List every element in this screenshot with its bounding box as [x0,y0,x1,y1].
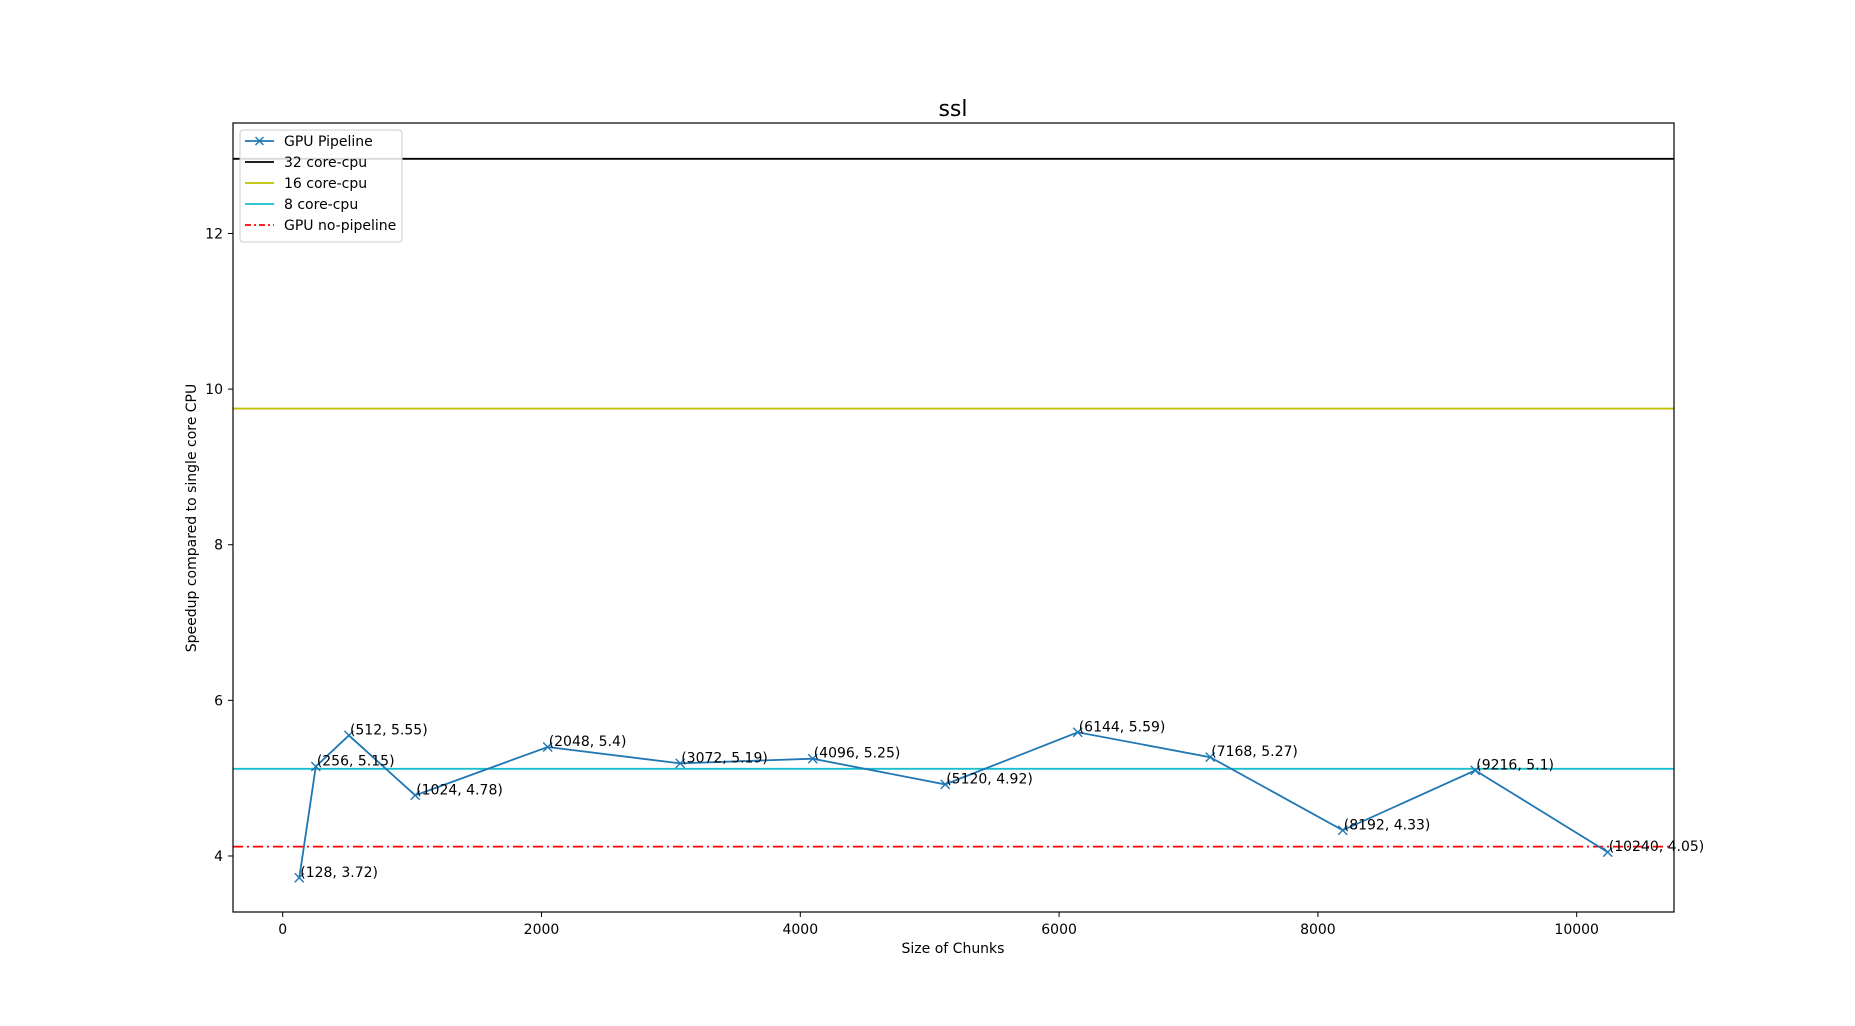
data-point-label: (4096, 5.25) [814,746,901,762]
legend-label-16-core-cpu: 16 core-cpu [284,176,367,192]
data-point-label: (9216, 5.1) [1476,757,1554,773]
x-tick-label: 10000 [1554,922,1599,938]
data-point-marker [294,872,305,883]
data-point-label: (8192, 4.33) [1344,817,1431,833]
data-point-label: (3072, 5.19) [681,750,768,766]
data-point-marker [310,761,321,772]
data-point-marker [1072,727,1083,738]
chart-title: ssl [938,97,967,122]
data-point-marker [343,730,354,741]
x-axis-label: Size of Chunks [902,941,1005,957]
y-tick-label: 10 [205,382,223,398]
data-point-label: (5120, 4.92) [946,771,1033,787]
x-tick-label: 2000 [524,922,560,938]
data-point-label: (512, 5.55) [350,722,428,738]
legend-marker-gpu-pipeline [255,136,264,146]
legend-label-gpu-pipeline: GPU Pipeline [284,134,373,150]
plot-area-frame [232,122,1675,913]
y-tick-label: 8 [214,538,223,554]
y-tick-label: 4 [214,849,223,865]
x-tick-label: 0 [278,922,287,938]
y-axis-label: Speedup compared to single core CPU [184,384,200,653]
data-point-label: (7168, 5.27) [1211,744,1298,760]
legend-label-8-core-cpu: 8 core-cpu [284,197,358,213]
data-point-marker [675,758,686,769]
x-tick-label: 4000 [782,922,818,938]
data-point-label: (6144, 5.59) [1079,719,1166,735]
y-tick-label: 6 [214,693,223,709]
legend-box [239,129,403,243]
legend-label-32-core-cpu: 32 core-cpu [284,155,367,171]
data-point-marker [1470,765,1481,776]
x-tick-label: 8000 [1300,922,1336,938]
data-point-marker [410,790,421,801]
data-point-marker [940,779,951,790]
data-point-marker [1602,847,1613,858]
data-point-marker [1205,752,1216,763]
legend-label-gpu-no-pipeline: GPU no-pipeline [284,218,396,234]
data-point-marker [542,742,553,753]
data-point-label: (256, 5.15) [317,753,395,769]
data-point-marker [1337,825,1348,836]
data-point-label: (1024, 4.78) [416,782,503,798]
data-point-label: (2048, 5.4) [549,734,627,750]
data-point-marker [807,753,818,764]
x-tick-label: 6000 [1041,922,1077,938]
data-point-label: (10240, 4.05) [1609,839,1705,855]
y-tick-label: 12 [205,226,223,242]
data-point-label: (128, 3.72) [300,865,378,881]
